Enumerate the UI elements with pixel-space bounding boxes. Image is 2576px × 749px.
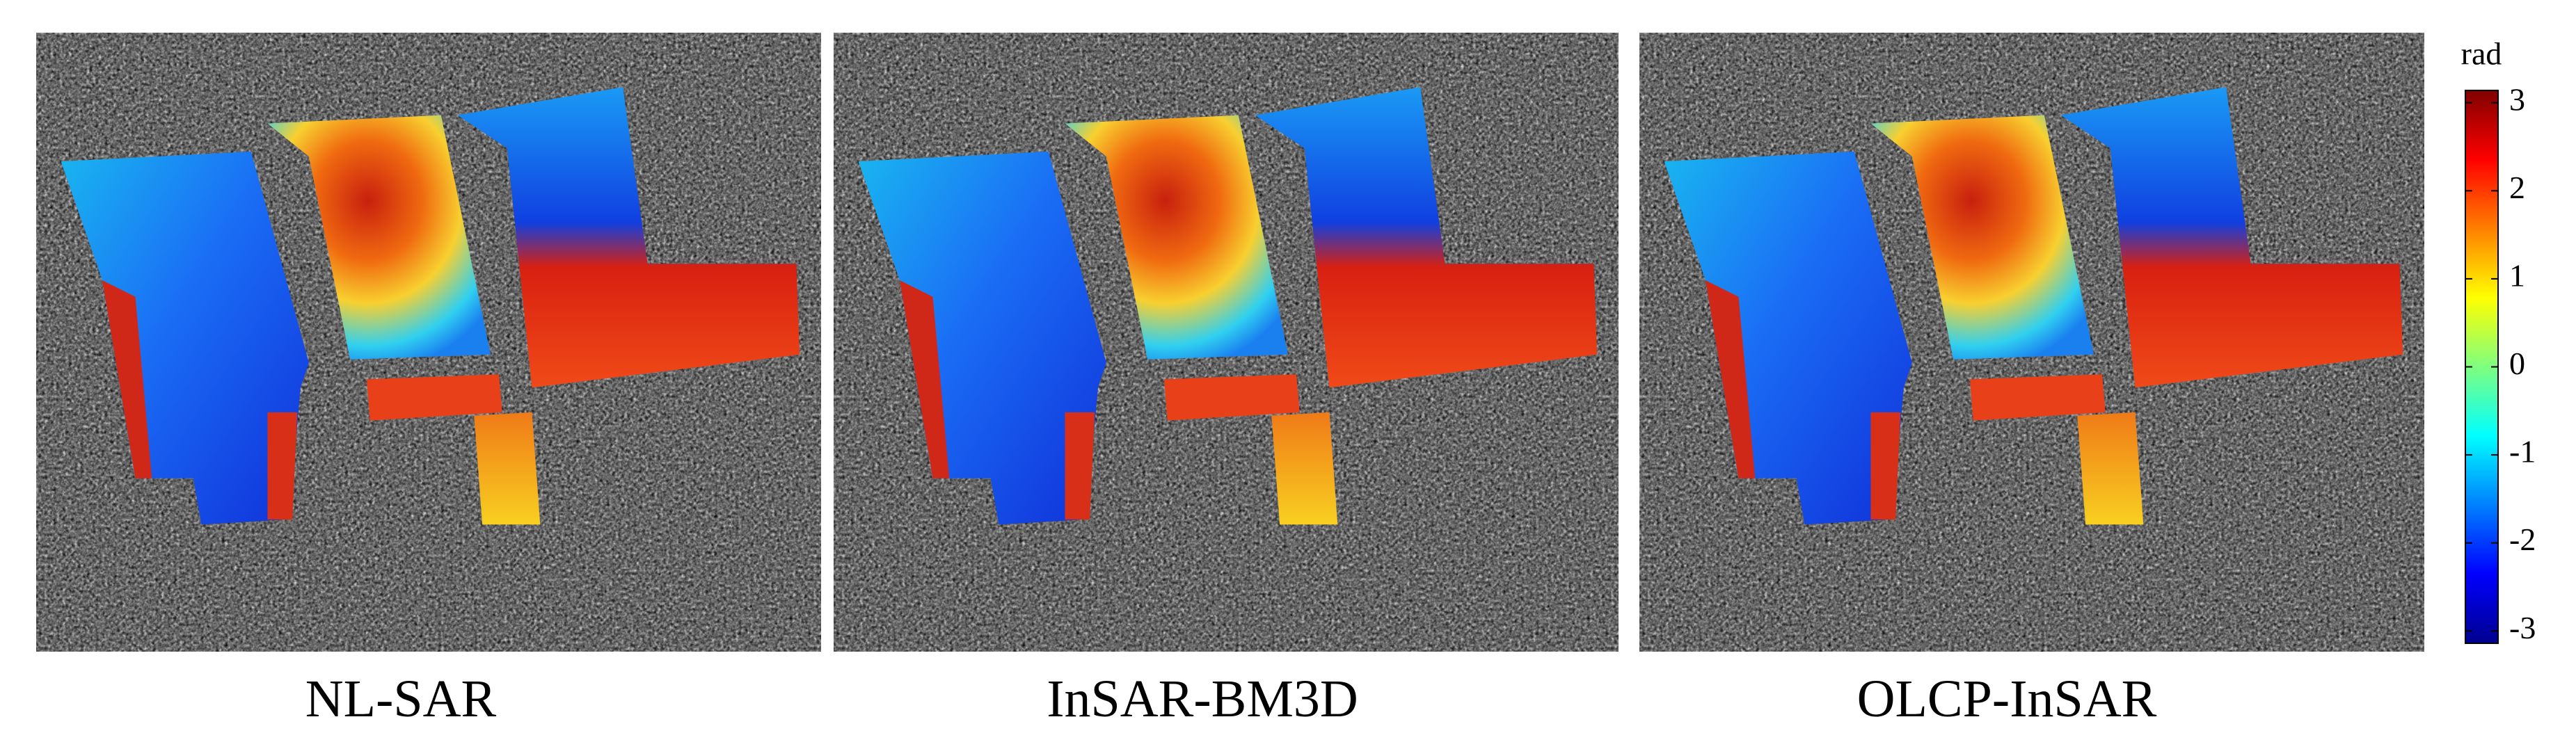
- tick-label: -3: [2509, 610, 2536, 645]
- tick-label: 3: [2509, 81, 2525, 117]
- tick-label: -2: [2509, 522, 2536, 557]
- panel-label: OLCP-InSAR: [1857, 670, 2157, 728]
- panel-label: NL-SAR: [305, 670, 497, 728]
- colorbar-label: rad: [2461, 36, 2502, 72]
- tick-label: 2: [2509, 170, 2525, 205]
- panel-image: [1639, 33, 2424, 652]
- panel-label: InSAR-BM3D: [1047, 670, 1358, 728]
- tick-label: 0: [2509, 346, 2525, 381]
- panel-image: [834, 33, 1619, 652]
- tick-label: -1: [2509, 434, 2536, 469]
- panel-image: [36, 33, 821, 652]
- tick-label: 1: [2509, 257, 2525, 293]
